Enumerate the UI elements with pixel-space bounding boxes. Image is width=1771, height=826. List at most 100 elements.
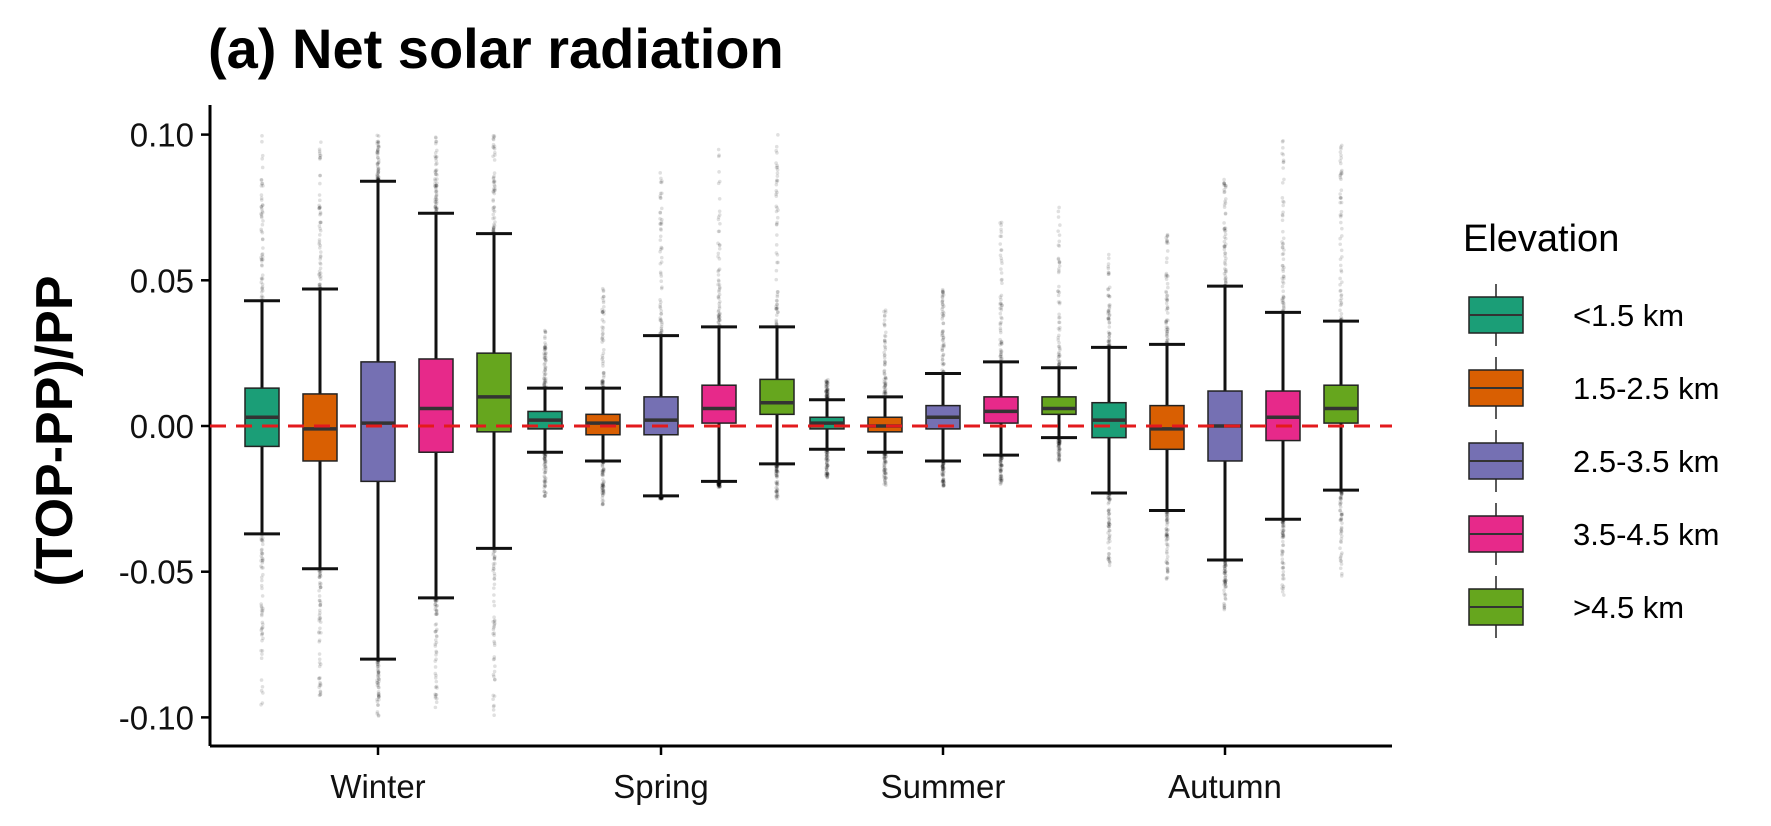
outlier-point — [659, 196, 663, 200]
outlier-point — [999, 248, 1004, 252]
outlier-point — [600, 379, 604, 383]
outlier-point — [434, 206, 439, 210]
outlier-point — [998, 456, 1003, 460]
outlier-point — [435, 148, 439, 153]
outlier-point — [377, 697, 381, 702]
outlier-point — [883, 478, 887, 483]
outlier-point — [259, 206, 264, 211]
outlier-point — [1164, 527, 1169, 531]
outlier-point — [940, 464, 945, 469]
outlier-point — [375, 151, 379, 155]
outlier-point — [941, 470, 946, 475]
outlier-point — [941, 341, 946, 345]
outlier-point — [883, 308, 888, 312]
outlier-point — [1339, 562, 1344, 566]
outlier-point — [825, 456, 829, 460]
outlier-point — [260, 632, 265, 636]
outlier-point — [1338, 556, 1343, 561]
outlier-point — [825, 392, 830, 397]
outlier-point — [717, 243, 722, 247]
outlier-point — [601, 489, 606, 494]
outlier-point — [998, 302, 1003, 307]
outlier-point — [825, 457, 830, 462]
outlier-point — [1107, 339, 1112, 344]
outlier-point — [998, 321, 1003, 326]
outlier-point — [433, 607, 438, 612]
outlier-point — [492, 174, 496, 179]
outlier-point — [999, 293, 1004, 298]
outlier-point — [491, 631, 495, 636]
outlier-point — [717, 312, 722, 316]
outlier-point — [717, 482, 722, 487]
outlier-point — [1056, 444, 1061, 448]
outlier-point — [1339, 553, 1344, 557]
outlier-point — [774, 471, 778, 476]
outlier-point — [658, 216, 662, 221]
outlier-point — [601, 472, 605, 477]
outlier-point — [1339, 188, 1344, 193]
outlier-point — [1222, 235, 1227, 239]
outlier-point — [883, 384, 888, 388]
outlier-point — [999, 267, 1003, 271]
outlier-point — [717, 314, 721, 319]
outlier-point — [260, 701, 265, 705]
outlier-point — [998, 460, 1003, 464]
outlier-point — [433, 151, 438, 155]
outlier-point — [433, 197, 437, 202]
outlier-point — [601, 288, 606, 292]
outlier-point — [883, 334, 888, 339]
outlier-point — [433, 196, 438, 200]
outlier-point — [375, 161, 380, 166]
outlier-point — [318, 282, 322, 286]
legend-label: 1.5-2.5 km — [1573, 371, 1719, 406]
outlier-point — [999, 259, 1004, 263]
iqr-box — [1041, 396, 1077, 416]
outlier-point — [1281, 257, 1286, 262]
outlier-point — [601, 370, 606, 375]
outlier-point — [1280, 531, 1285, 535]
outlier-point — [1057, 259, 1062, 264]
outlier-point — [775, 260, 779, 265]
outlier-point — [716, 154, 721, 159]
outlier-point — [492, 669, 497, 674]
boxplot-summer-3 — [925, 287, 961, 489]
outlier-point — [318, 682, 323, 686]
outlier-point — [1057, 439, 1061, 443]
outlier-point — [1222, 601, 1226, 606]
outlier-point — [941, 479, 945, 484]
outlier-point — [658, 171, 663, 175]
outlier-point — [999, 223, 1003, 227]
outlier-point — [318, 173, 322, 178]
outlier-point — [825, 451, 830, 455]
outlier-point — [1056, 326, 1061, 331]
outlier-point — [716, 485, 721, 489]
outlier-point — [1281, 529, 1286, 533]
outlier-point — [941, 321, 946, 326]
outlier-point — [543, 480, 548, 484]
outlier-point — [1000, 478, 1004, 483]
outlier-point — [1280, 245, 1285, 250]
outlier-point — [941, 336, 946, 340]
outlier-point — [1057, 439, 1062, 444]
outlier-point — [1057, 333, 1061, 338]
outlier-point — [775, 482, 780, 487]
outlier-point — [261, 572, 265, 577]
outlier-point — [716, 181, 721, 186]
outlier-point — [882, 468, 887, 473]
outlier-point — [998, 311, 1003, 316]
outlier-point — [375, 674, 380, 678]
outlier-point — [998, 326, 1003, 331]
outlier-point — [1165, 517, 1169, 522]
outlier-point — [941, 461, 945, 466]
outlier-point — [717, 317, 721, 322]
outlier-point — [1108, 539, 1112, 544]
outlier-point — [376, 671, 381, 676]
outlier-point — [1057, 233, 1062, 237]
outlier-point — [1281, 520, 1285, 525]
outlier-point — [825, 453, 829, 457]
outlier-point — [1338, 495, 1343, 500]
outlier-point — [376, 676, 381, 680]
outlier-point — [998, 480, 1003, 485]
outlier-point — [1107, 271, 1111, 275]
outlier-point — [1280, 583, 1284, 587]
